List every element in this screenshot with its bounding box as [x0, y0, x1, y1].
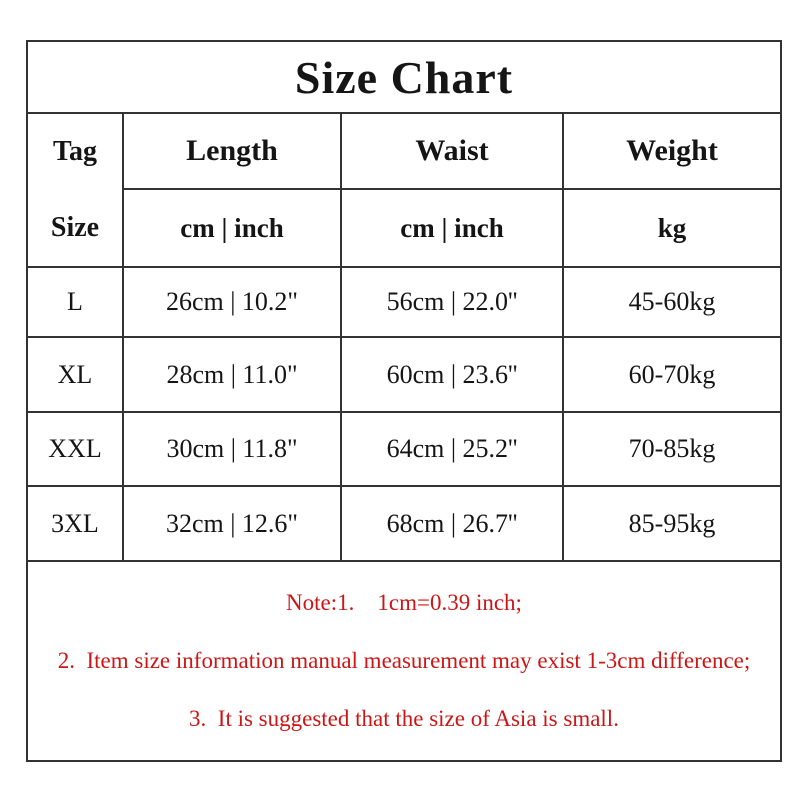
cell-weight: 70-85kg	[562, 411, 782, 487]
header-length: Length	[122, 112, 342, 190]
notes-row: Note:1. 1cm=0.39 inch; 2. Item size info…	[26, 560, 782, 762]
cell-waist: 68cm | 26.7''	[340, 485, 564, 562]
header-row-units: cm | inch cm | inch kg	[27, 188, 782, 268]
table-row-xl: XL 28cm | 11.0" 60cm | 23.6'' 60-70kg	[26, 336, 782, 413]
cell-length: 26cm | 10.2"	[122, 266, 342, 338]
header-weight-unit: kg	[562, 188, 782, 268]
title-row: Size Chart	[26, 40, 782, 114]
cell-waist: 60cm | 23.6''	[340, 336, 564, 413]
header-tag-size-cell: Tag Size	[26, 112, 124, 268]
cell-tag: 3XL	[26, 485, 124, 562]
header-waist-unit: cm | inch	[340, 188, 564, 268]
table-row-xxl: XXL 30cm | 11.8" 64cm | 25.2'' 70-85kg	[26, 411, 782, 487]
table-row-l: L 26cm | 10.2" 56cm | 22.0'' 45-60kg	[26, 266, 782, 338]
header-row-measures: Tag Size Length Waist Weight	[26, 112, 782, 268]
note-line-1: Note:1. 1cm=0.39 inch;	[286, 590, 522, 615]
cell-weight: 60-70kg	[562, 336, 782, 413]
table-row-3xl: 3XL 32cm | 12.6" 68cm | 26.7'' 85-95kg	[26, 485, 782, 562]
cell-tag: XL	[26, 336, 124, 413]
cell-waist: 64cm | 25.2''	[340, 411, 564, 487]
header-tag-label: Tag	[52, 136, 98, 167]
notes-section: Note:1. 1cm=0.39 inch; 2. Item size info…	[26, 560, 782, 762]
header-weight: Weight	[562, 112, 782, 190]
cell-length: 28cm | 11.0"	[122, 336, 342, 413]
header-length-unit: cm | inch	[122, 188, 342, 268]
cell-tag: L	[26, 266, 124, 338]
cell-waist: 56cm | 22.0''	[340, 266, 564, 338]
cell-weight: 85-95kg	[562, 485, 782, 562]
size-chart-table: Size Chart Tag Size Length Waist Weight …	[26, 40, 782, 762]
cell-weight: 45-60kg	[562, 266, 782, 338]
cell-length: 30cm | 11.8"	[122, 411, 342, 487]
note-line-3: 3. It is suggested that the size of Asia…	[189, 706, 619, 731]
header-size-label: Size	[50, 212, 100, 243]
page-title: Size Chart	[26, 40, 782, 114]
header-waist: Waist	[340, 112, 564, 190]
cell-tag: XXL	[26, 411, 124, 487]
cell-length: 32cm | 12.6"	[122, 485, 342, 562]
note-line-2: 2. Item size information manual measurem…	[57, 648, 751, 673]
